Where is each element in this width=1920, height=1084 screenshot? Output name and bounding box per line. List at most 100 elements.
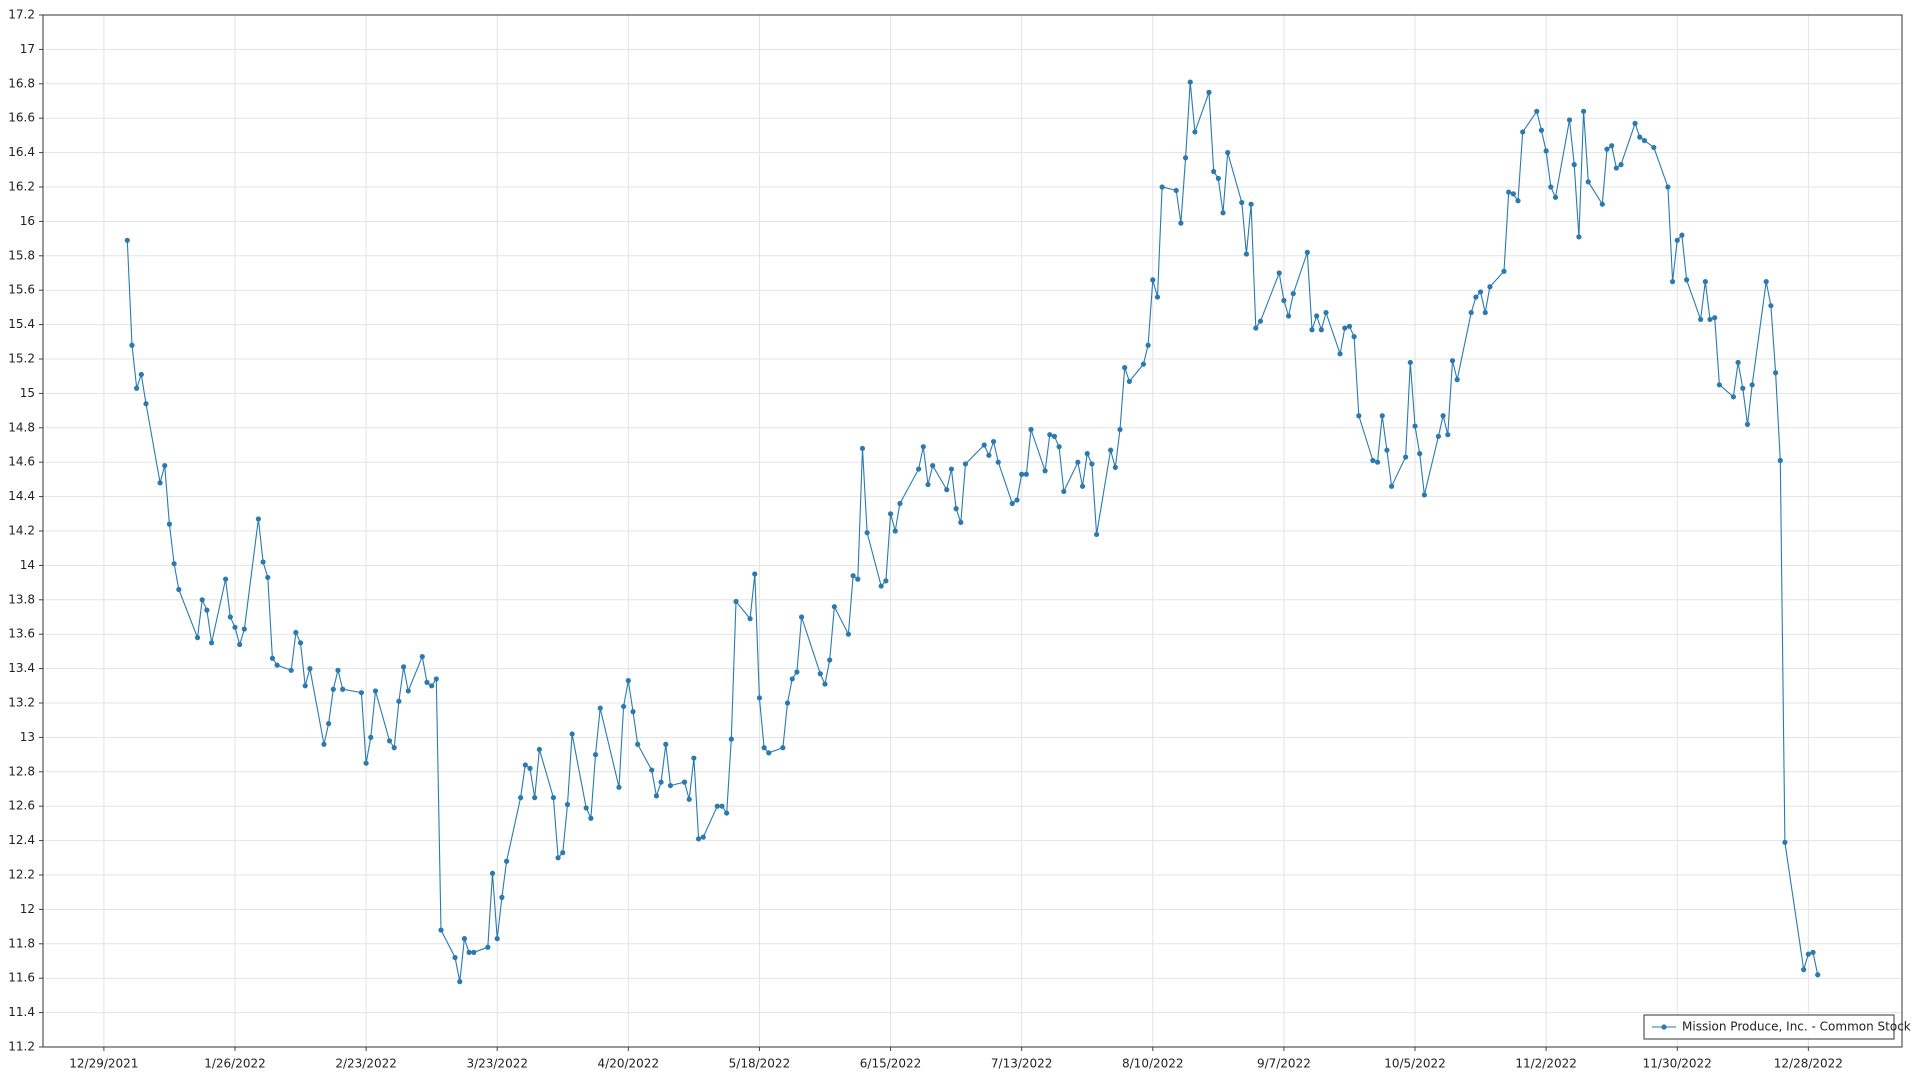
data-point [1744,421,1751,427]
data-point [1510,191,1516,197]
data-point [953,506,959,512]
data-point [335,667,341,673]
data-point [1417,451,1423,457]
y-tick-label: 15.8 [8,248,35,262]
data-point [489,870,496,876]
data-point [663,741,669,747]
y-tick-label: 16.4 [8,145,35,159]
data-point [1122,365,1128,371]
y-tick-label: 15 [20,386,35,400]
data-point [1520,129,1526,135]
data-point [827,657,833,663]
data-point [419,653,425,660]
y-tick-label: 13.4 [8,661,35,675]
x-tick-label: 1/26/2022 [204,1057,266,1071]
data-point [466,949,472,956]
data-point [194,635,201,641]
data-point [1374,459,1381,465]
data-point [1730,394,1737,400]
data-point [1421,492,1427,498]
data-point [1768,303,1774,309]
y-tick-label: 12.6 [8,799,35,813]
data-point [1618,162,1624,168]
y-tick-label: 14.2 [8,524,35,538]
x-tick-label: 9/7/2022 [1257,1057,1311,1071]
x-tick-label: 11/2/2022 [1515,1057,1577,1071]
data-point [859,445,866,452]
data-point [822,681,828,687]
data-point [1735,359,1741,366]
data-point [232,624,238,630]
x-tick-label: 12/28/2022 [1774,1057,1843,1071]
data-point [1346,323,1353,329]
y-tick-label: 14.8 [8,420,35,434]
data-point [1182,155,1189,161]
data-point [1571,162,1577,168]
data-point [461,936,468,942]
data-point [1056,444,1062,450]
y-tick-label: 12 [20,902,35,916]
data-point [630,709,636,715]
data-point [1239,199,1245,206]
data-point [1487,284,1493,290]
data-point [1206,89,1212,95]
data-point [780,745,786,751]
data-point [494,936,500,942]
data-point [747,616,753,622]
data-point [1215,175,1221,181]
data-point [255,516,262,522]
data-point [583,805,589,811]
data-point [162,463,168,469]
data-point [1632,120,1638,126]
y-tick-label: 11.4 [8,1005,35,1019]
data-point [223,576,229,582]
data-point [1815,972,1821,978]
data-point [424,679,430,685]
data-point [1257,318,1264,324]
data-point [260,559,266,565]
data-point [1342,325,1348,331]
data-point [1641,137,1648,144]
data-point [878,583,884,589]
data-point [297,640,304,646]
data-point [1552,194,1559,200]
data-point [691,755,697,761]
data-point [887,511,894,517]
data-point [1777,457,1783,464]
y-tick-label: 17 [20,42,35,56]
data-point [555,855,561,861]
data-point [368,734,374,741]
data-point [948,466,955,472]
data-point [728,736,734,742]
data-point [649,767,655,773]
data-point [1440,413,1446,419]
data-point [986,452,992,458]
data-point [321,741,327,747]
x-tick-label: 12/29/2021 [69,1057,138,1071]
data-point [944,487,950,493]
data-point [1445,432,1451,438]
data-point [527,765,533,771]
data-point [920,444,926,450]
data-point [532,795,538,801]
data-point [171,561,177,567]
data-point [1150,277,1156,283]
data-point [592,752,599,758]
data-point [1407,359,1413,366]
y-tick-label: 15.6 [8,283,35,297]
data-point [1276,270,1282,276]
data-point [784,700,791,706]
data-point [1534,108,1540,114]
data-point [138,371,144,378]
data-point [621,703,627,710]
x-tick-label: 11/30/2022 [1643,1057,1712,1071]
data-point [1042,468,1048,474]
data-point [1749,382,1755,388]
data-point [1651,144,1657,151]
y-tick-label: 15.2 [8,352,35,366]
data-point [625,678,631,684]
data-point [405,688,411,694]
data-point [293,629,299,636]
data-point [1698,316,1704,323]
data-point [1740,385,1746,391]
